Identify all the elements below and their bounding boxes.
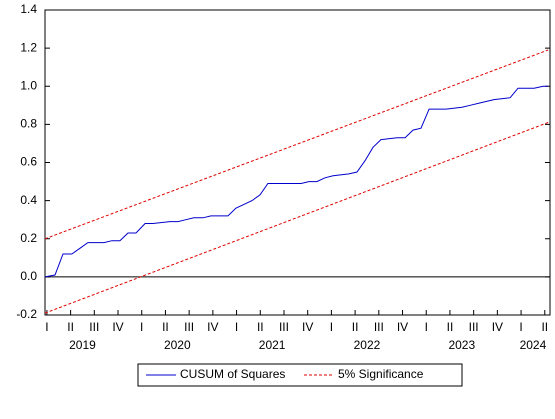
x-tick-label: II bbox=[541, 320, 548, 334]
y-tick-label: 1.4 bbox=[20, 2, 37, 16]
x-tick-label: III bbox=[89, 320, 99, 334]
x-tick-label: I bbox=[425, 320, 428, 334]
x-tick-label: IV bbox=[397, 320, 408, 334]
y-tick-label: 0.6 bbox=[20, 155, 37, 169]
series-line bbox=[44, 49, 549, 240]
x-tick-label: IV bbox=[112, 320, 123, 334]
y-tick-label: 0.2 bbox=[20, 231, 37, 245]
y-tick-label: -0.2 bbox=[16, 307, 37, 321]
x-tick-label: IV bbox=[492, 320, 503, 334]
y-tick-label: 1.2 bbox=[20, 40, 37, 54]
x-tick-label: III bbox=[184, 320, 194, 334]
x-tick-label: III bbox=[374, 320, 384, 334]
y-tick-label: 0.0 bbox=[20, 269, 37, 283]
year-label: 2021 bbox=[259, 338, 286, 352]
year-label: 2024 bbox=[520, 338, 547, 352]
x-tick-label: III bbox=[279, 320, 289, 334]
x-tick-label: IV bbox=[207, 320, 218, 334]
x-tick-label: I bbox=[235, 320, 238, 334]
year-label: 2020 bbox=[164, 338, 191, 352]
x-tick-label: II bbox=[67, 320, 74, 334]
legend-label: CUSUM of Squares bbox=[180, 367, 285, 381]
year-label: 2022 bbox=[354, 338, 381, 352]
x-tick-label: II bbox=[162, 320, 169, 334]
legend-box bbox=[137, 363, 463, 387]
x-tick-label: II bbox=[447, 320, 454, 334]
year-label: 2019 bbox=[69, 338, 96, 352]
y-tick-label: 1.0 bbox=[20, 78, 37, 92]
x-tick-label: II bbox=[352, 320, 359, 334]
x-tick-label: I bbox=[519, 320, 522, 334]
x-tick-label: I bbox=[140, 320, 143, 334]
x-tick-label: IV bbox=[302, 320, 313, 334]
y-tick-label: 0.4 bbox=[20, 193, 37, 207]
year-label: 2023 bbox=[448, 338, 475, 352]
legend-label: 5% Significance bbox=[338, 367, 424, 381]
x-tick-label: I bbox=[330, 320, 333, 334]
y-tick-label: 0.8 bbox=[20, 117, 37, 131]
x-tick-label: III bbox=[469, 320, 479, 334]
series-line bbox=[44, 85, 549, 278]
x-tick-label: I bbox=[45, 320, 48, 334]
series-line bbox=[44, 122, 549, 314]
plot-frame bbox=[44, 9, 551, 316]
x-tick-label: II bbox=[257, 320, 264, 334]
